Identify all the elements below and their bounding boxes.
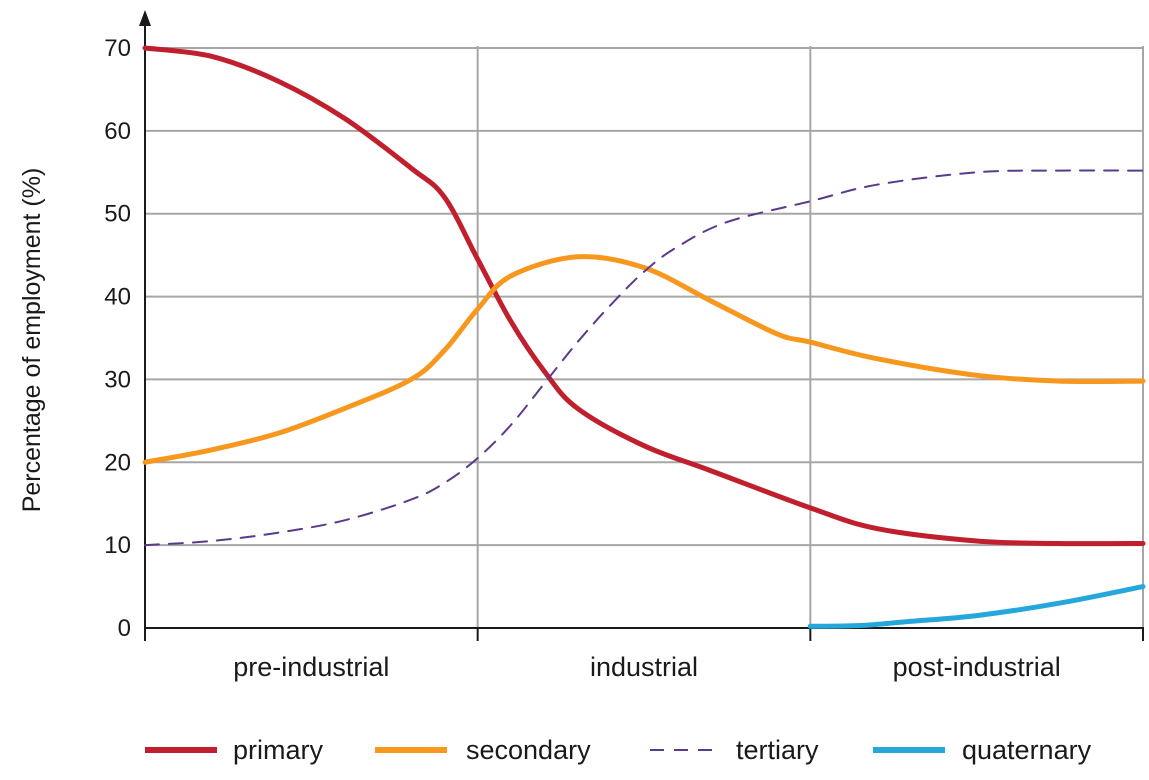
- y-tick-label-30: 30: [104, 366, 131, 393]
- series-line-secondary: [142, 254, 1146, 465]
- x-category-label: industrial: [590, 652, 698, 682]
- y-axis-label: Percentage of employment (%): [18, 168, 46, 513]
- grid-lines: [145, 46, 1144, 628]
- series-line-quaternary: [807, 584, 1146, 629]
- y-tick-label-70: 70: [104, 35, 131, 62]
- series-line-tertiary: [144, 169, 1144, 547]
- x-category-label: pre-industrial: [233, 652, 389, 682]
- legend-label-quaternary: quaternary: [962, 735, 1092, 765]
- x-category-label: post-industrial: [893, 652, 1061, 682]
- y-tick-label-10: 10: [104, 532, 131, 559]
- y-tick-label-40: 40: [104, 284, 131, 311]
- tick-labels: 0 10 20 30 40 50 60 70 pre-industrial industrial p…: [104, 35, 1060, 682]
- y-tick-label-20: 20: [104, 449, 131, 476]
- y-tick-label-0: 0: [118, 615, 131, 642]
- series-line-primary: [142, 45, 1146, 547]
- y-tick-label-60: 60: [104, 118, 131, 145]
- axes: [139, 10, 1144, 641]
- y-tick-label-50: 50: [104, 201, 131, 228]
- series-lines: [142, 45, 1146, 629]
- legend-label-tertiary: tertiary: [736, 735, 819, 765]
- legend-label-secondary: secondary: [466, 735, 591, 765]
- y-axis-arrow-icon: [139, 10, 151, 26]
- legend: primary secondary tertiary quaternary: [145, 735, 1092, 765]
- legend-label-primary: primary: [233, 735, 324, 765]
